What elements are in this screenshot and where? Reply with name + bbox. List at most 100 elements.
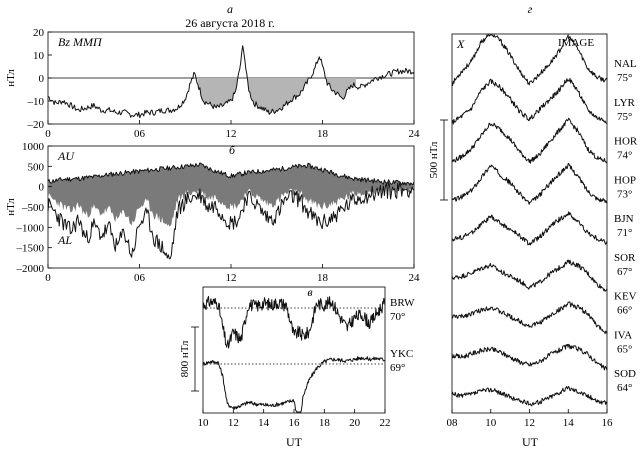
panel-d-station-lat: 65°	[617, 343, 632, 355]
panel-b-xtick-label: 06	[134, 272, 146, 284]
panel-a-ytick-label: –20	[27, 119, 45, 131]
panel-a-xticks: 0 06 12 18 24	[45, 120, 420, 140]
panel-a-series-label: Bz ММП	[58, 35, 103, 49]
panel-c-plot: 10 12 14 16 18 20 22 UT 800 нТл BRW 70° YKC 69…	[179, 286, 415, 449]
panel-b-xtick-label: 18	[317, 272, 329, 284]
panel-d-station-lat: 73°	[617, 188, 632, 200]
panel-a-negative-fill	[197, 78, 357, 115]
panel-b-ytick-label: –1500	[16, 243, 45, 255]
panel-c-traces	[202, 295, 386, 413]
panel-a-xtick-label: 12	[226, 128, 237, 140]
panel-a-xtick-label: 0	[45, 128, 51, 140]
panel-d-letter: г	[528, 2, 533, 16]
panel-c-xticks: 10 12 14 16 18 20 22	[198, 409, 391, 429]
panel-d-trace-hop	[451, 163, 608, 205]
panel-d-xticks: 08 10 12 14 16	[447, 409, 614, 429]
panel-c-xlabel: UT	[286, 435, 303, 449]
panel-a-xtick-label: 24	[409, 128, 421, 140]
panel-d-trace-sor	[451, 259, 608, 292]
panel-d-station-lat: 64°	[617, 382, 632, 394]
panel-a-ytick-label: 0	[39, 73, 45, 85]
panel-d-station-lat: 74°	[617, 150, 632, 162]
panel-d-trace-iva	[451, 343, 608, 371]
panel-d-station-lat: 66°	[617, 305, 632, 317]
station-brw-name: BRW	[390, 297, 415, 309]
panel-b-ytick-label: 1000	[22, 141, 45, 153]
panel-c-xtick-label: 16	[289, 417, 301, 429]
panel-d-station-name: SOD	[614, 368, 636, 380]
panel-d-station-labels: NAL 75° LYR 75° HOR 74° HOP 73° BJN 71° SOR 67° KEV 6…	[614, 58, 638, 394]
panel-d-trace-kev	[451, 301, 608, 335]
panel-b-xtick-label: 12	[226, 272, 237, 284]
panel-d-station-name: BJN	[614, 213, 634, 225]
panel-c-xtick-label: 14	[258, 417, 270, 429]
panel-b-au-label: AU	[57, 149, 75, 163]
panel-a-ylabel: нТл	[5, 69, 17, 87]
panel-c-frame	[202, 286, 386, 414]
panel-b-al-label: AL	[57, 233, 72, 247]
panel-a-ytick-label: –10	[27, 96, 45, 108]
panel-c-xtick-label: 22	[380, 417, 391, 429]
panel-d-frame	[451, 33, 608, 414]
panel-d-station-name: NAL	[614, 58, 637, 70]
panel-c-xtick-label: 12	[228, 417, 239, 429]
panel-b-al-trace	[47, 182, 415, 260]
panel-a-bz-trace	[47, 45, 415, 119]
panel-d-xlabel: UT	[522, 435, 539, 449]
panel-d-station-name: LYR	[614, 97, 636, 109]
panel-d-station-lat: 75°	[617, 111, 632, 123]
panel-b-yticks: 1000 500 0 –500 –1000 –1500 –2000	[16, 141, 52, 275]
panel-d-trace-sod	[451, 386, 608, 407]
panel-b-au-al-fill	[48, 162, 414, 227]
panel-c-scale-bar-label: 800 нТл	[179, 340, 191, 377]
panel-c-xtick-label: 20	[349, 417, 361, 429]
panel-d-xtick-label: 10	[485, 417, 497, 429]
panel-b-ylabel: нТл	[5, 198, 17, 216]
panel-b-letter: б	[229, 143, 236, 157]
panel-d-station-lat: 71°	[617, 227, 632, 239]
panel-b-ytick-label: 500	[28, 161, 45, 173]
panel-a-plot: 20 10 0 –10 –20 0 06 12 18 24 Bz ММП нТл	[5, 27, 420, 140]
panel-b-ytick-label: –1000	[16, 222, 45, 234]
panel-d-station-name: IVA	[614, 329, 632, 341]
station-ykc-lat: 69°	[390, 362, 405, 374]
station-ykc-name: YKC	[390, 348, 413, 360]
panel-b-ytick-label: 0	[39, 182, 45, 194]
panel-a-ytick-label: 10	[33, 50, 45, 62]
panel-c-xtick-label: 18	[319, 417, 331, 429]
panel-a-ytick-label: 20	[33, 27, 45, 39]
panel-d-xtick-label: 14	[563, 417, 575, 429]
panel-d-component-label: X	[456, 37, 465, 51]
panel-d-station-name: SOR	[614, 252, 636, 264]
panel-a-letter: а	[227, 2, 233, 16]
panel-b-ytick-label: –500	[21, 202, 45, 214]
panel-d-station-name: HOR	[614, 136, 638, 148]
panel-d-xtick-label: 08	[447, 417, 459, 429]
panel-c-trace-ykc	[202, 356, 386, 413]
panel-a-title: 26 августа 2018 г.	[185, 16, 275, 30]
panel-d-xtick-label: 12	[524, 417, 535, 429]
panel-c-xtick-label: 10	[198, 417, 210, 429]
panel-d-trace-lyr	[451, 77, 608, 125]
panel-b-plot: 1000 500 0 –500 –1000 –1500 –2000 0 06 12 18 24 AU…	[5, 141, 420, 284]
panel-a-yticks: 20 10 0 –10 –20	[27, 27, 52, 131]
panel-d-station-name: HOP	[614, 174, 636, 186]
panel-d-station-lat: 75°	[617, 72, 632, 84]
panel-d-trace-bjn	[451, 211, 608, 246]
panel-b-xtick-label: 24	[409, 272, 421, 284]
panel-b-au-trace	[47, 162, 415, 186]
panel-b-xtick-label: 0	[45, 272, 51, 284]
panel-d-trace-hor	[451, 117, 608, 164]
panel-c-letter: в	[307, 285, 312, 299]
panel-c-trace-brw	[202, 295, 386, 349]
panel-d-trace-nal	[451, 34, 608, 86]
panel-d-station-name: KEV	[614, 291, 637, 303]
panel-d-overlay-label: IMAGE	[558, 37, 594, 49]
panel-d-xtick-label: 16	[602, 417, 614, 429]
panel-b-ytick-label: –2000	[16, 263, 45, 275]
panel-d-plot: 08 10 12 14 16 NAL 75° LYR 75° HOR 74° HOP 73° BJN 71…	[428, 33, 638, 449]
station-brw-lat: 70°	[390, 311, 405, 323]
panel-d-scale-bar-label: 500 нТл	[428, 141, 440, 178]
panel-a-xtick-label: 18	[317, 128, 329, 140]
panel-b-xticks: 0 06 12 18 24	[45, 264, 420, 284]
